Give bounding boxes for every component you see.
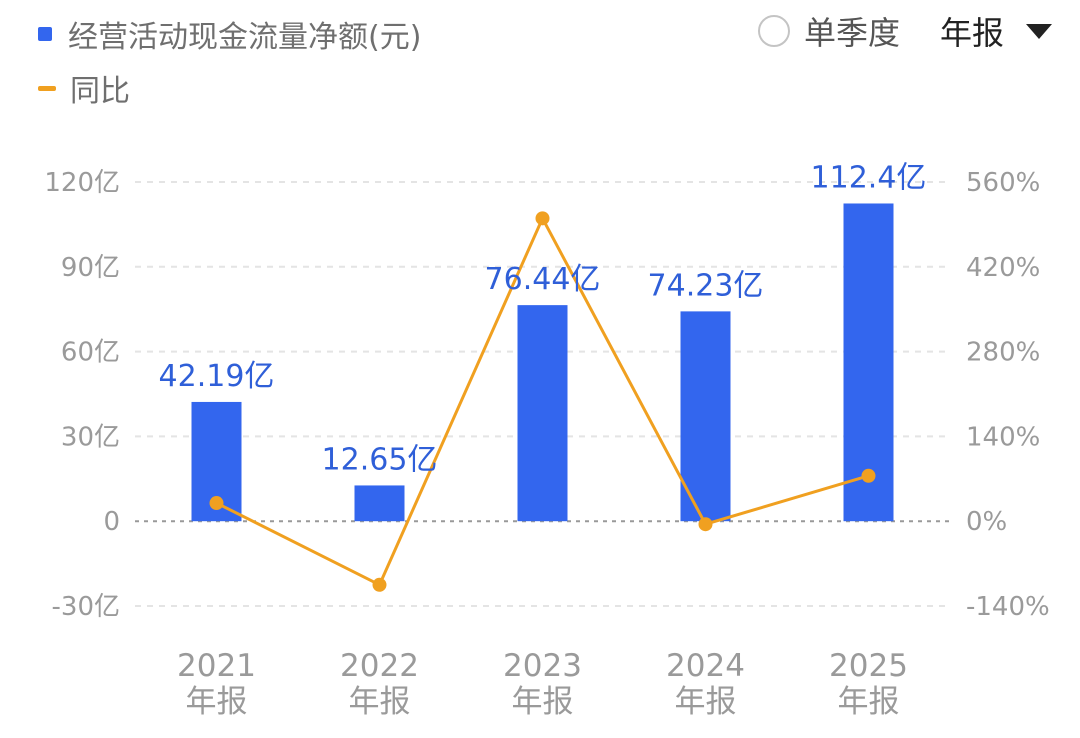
x-tick-period: 年报 (838, 684, 900, 720)
y-left-tick-label: -30亿 (52, 592, 120, 622)
legend-line-swatch (38, 85, 56, 91)
x-tick-year: 2023 (503, 648, 582, 684)
x-tick-period: 年报 (675, 684, 737, 720)
bar (843, 203, 894, 522)
yoy-point (372, 577, 387, 592)
chevron-down-icon[interactable] (1026, 23, 1052, 39)
x-tick-period: 年报 (512, 684, 574, 720)
y-left-tick-label: 30亿 (61, 422, 120, 452)
x-tick-year: 2025 (829, 648, 908, 684)
x-tick-year: 2021 (177, 648, 256, 684)
legend-item-line: 同比 (38, 66, 130, 110)
legend-bar-label: 经营活动现金流量净额(元) (68, 20, 422, 55)
yoy-point (209, 496, 224, 511)
y-right-tick-label: 560% (966, 168, 1040, 198)
y-left-tick-label: 0 (103, 507, 120, 537)
y-right-tick-label: -140% (966, 592, 1050, 622)
bar (354, 485, 405, 522)
bar-value-label: 12.65亿 (322, 442, 438, 477)
y-left-tick-label: 60亿 (61, 338, 120, 368)
yoy-point (861, 468, 876, 483)
single-quarter-label[interactable]: 单季度 (803, 14, 900, 52)
y-right-tick-label: 140% (966, 422, 1040, 452)
legend-bar-swatch (38, 27, 52, 41)
legend-line-label: 同比 (70, 74, 130, 109)
single-quarter-radio[interactable] (757, 15, 790, 47)
y-right-tick-label: 0% (966, 507, 1007, 537)
y-left-tick-label: 120亿 (44, 168, 120, 198)
period-select[interactable]: 年报 (939, 14, 1004, 52)
x-tick-period: 年报 (349, 684, 411, 720)
x-tick-period: 年报 (186, 684, 248, 720)
y-left-tick-label: 90亿 (61, 253, 120, 283)
chart-controls: 单季度 年报 (757, 8, 1052, 54)
y-right-tick-label: 280% (966, 338, 1040, 368)
bar-value-label: 76.44亿 (485, 262, 601, 297)
x-tick-year: 2024 (666, 648, 745, 684)
bar (680, 311, 731, 522)
bar-value-label: 42.19亿 (159, 359, 275, 394)
yoy-point (698, 517, 713, 532)
bar-value-label: 74.23亿 (648, 268, 764, 303)
bar-value-label: 112.4亿 (811, 160, 927, 195)
legend-item-bar: 经营活动现金流量净额(元) (38, 12, 421, 56)
y-right-tick-label: 420% (966, 253, 1040, 283)
bar (517, 305, 568, 522)
x-tick-year: 2022 (340, 648, 419, 684)
yoy-point (535, 211, 550, 226)
